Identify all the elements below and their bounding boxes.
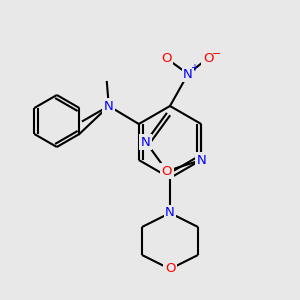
Text: N: N xyxy=(165,206,175,220)
Text: N: N xyxy=(196,154,206,166)
Text: O: O xyxy=(165,262,175,275)
Text: O: O xyxy=(162,165,172,178)
Text: O: O xyxy=(203,52,213,64)
Text: O: O xyxy=(161,52,171,64)
Text: −: − xyxy=(212,49,222,59)
Text: N: N xyxy=(104,100,114,112)
Text: N: N xyxy=(183,68,193,80)
Text: +: + xyxy=(190,63,198,73)
Text: N: N xyxy=(141,136,151,148)
